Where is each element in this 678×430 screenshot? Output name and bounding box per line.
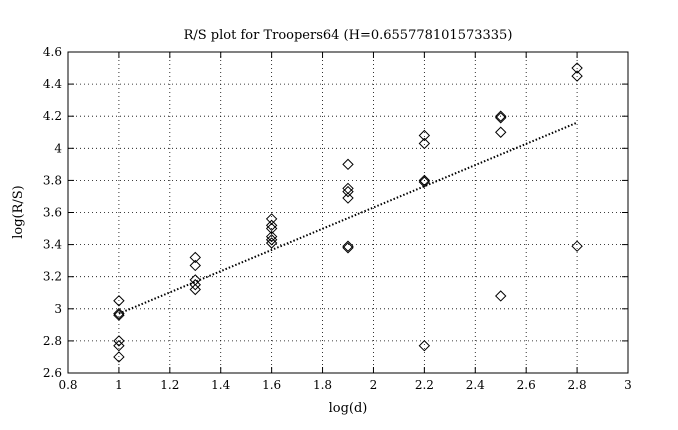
x-tick-label: 1.8 [313,378,332,392]
data-point-diamond [571,62,583,74]
data-point-diamond [418,137,431,150]
data-point-diamond [342,158,354,171]
data-point-diamond [265,219,278,232]
y-tick-label: 3.6 [43,206,62,220]
data-point-diamond [342,242,354,254]
data-point-diamond [495,112,507,124]
data-point-diamond [265,234,278,246]
x-tick-label: 2.8 [568,378,587,392]
data-point-diamond [189,283,201,296]
x-tick-label: 1.6 [262,378,281,392]
y-tick-label: 3.4 [43,238,62,252]
axis-ticks: 0.8 1 1.2 1.4 1.6 1.8 2 2.2 2.4 2.6 2.8 3 2.6 2.8 3 3.2… [43,45,632,392]
data-point-diamond [113,307,125,320]
x-tick-label: 1 [115,378,123,392]
data-points [113,62,583,363]
data-point-diamond [418,340,431,352]
x-axis-label: log(d) [329,401,368,416]
data-point-diamond [342,182,354,195]
data-point-diamond [265,213,278,225]
fit-line-layer [118,121,578,315]
data-point-diamond [113,309,125,321]
data-point-diamond [265,222,278,235]
x-tick-label: 2.4 [466,378,485,392]
data-point-diamond [113,295,125,307]
y-axis-label: log(R/S) [11,185,26,239]
y-tick-label: 3 [54,302,62,316]
x-tick-label: 3 [624,378,632,392]
y-tick-label: 4.4 [43,77,62,91]
x-tick-label: 0.8 [58,378,77,392]
data-point-diamond [418,176,431,188]
x-tick-label: 2.2 [415,378,434,392]
y-tick-label: 2.8 [43,334,62,348]
data-point-diamond [418,174,431,187]
data-point-diamond [113,340,125,352]
y-tick-label: 3.2 [43,270,62,284]
y-tick-label: 3.8 [43,173,62,187]
data-point-diamond [495,290,507,302]
data-point-diamond [571,70,583,82]
data-point-diamond [265,237,278,249]
data-point-diamond [189,279,201,291]
data-point-diamond [189,259,201,272]
data-point-diamond [495,126,507,138]
data-point-diamond [113,335,125,347]
y-tick-label: 2.6 [43,366,62,380]
y-tick-label: 4.6 [43,45,62,59]
x-tick-label: 2.6 [517,378,536,392]
data-point-diamond [265,230,278,243]
data-point-diamond [342,240,354,252]
x-tick-label: 1.4 [211,378,230,392]
grid-lines [68,52,628,373]
fit-line [118,121,578,315]
data-point-diamond [342,192,354,204]
x-tick-label: 1.2 [160,378,179,392]
y-tick-label: 4.2 [43,109,62,123]
data-point-diamond [113,351,125,363]
data-point-diamond [189,251,201,264]
data-point-diamond [571,240,583,252]
data-point-diamond [495,110,507,122]
x-tick-label: 2 [370,378,378,392]
chart-title: R/S plot for Troopers64 (H=0.65577810157… [184,28,513,43]
data-point-diamond [342,185,354,198]
y-tick-label: 4 [54,141,62,155]
data-point-diamond [418,129,431,142]
